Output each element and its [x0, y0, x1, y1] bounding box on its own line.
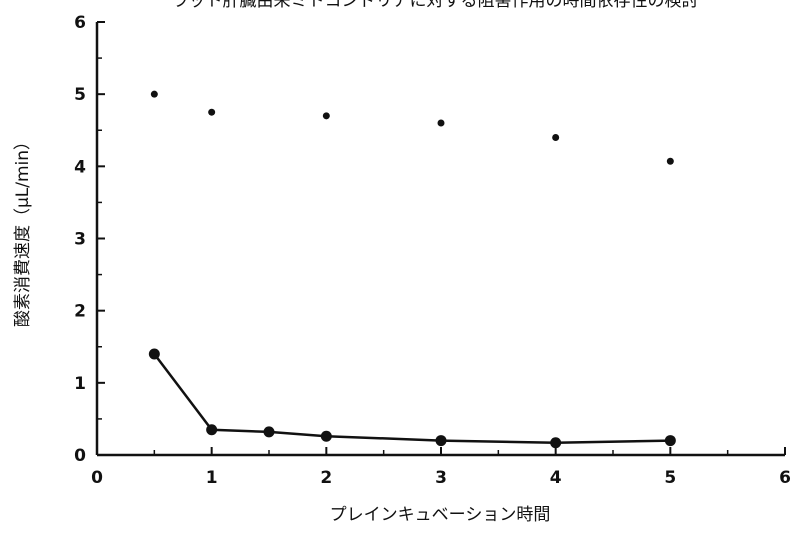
marks [148, 90, 676, 449]
x-tick-label: 3 [435, 468, 447, 488]
y-tick-label: 4 [74, 157, 86, 177]
x-tick-label: 4 [550, 468, 562, 488]
ticks: 0 1 2 3 4 5 6 0 1 2 3 4 5 6 [74, 13, 791, 488]
y-tick-label: 6 [74, 13, 86, 33]
data-point [150, 90, 158, 98]
y-tick-label: 5 [74, 85, 86, 105]
data-point [664, 435, 676, 447]
data-point [322, 112, 330, 120]
x-tick-label: 0 [91, 468, 103, 488]
chart-title: ラット肝臓由来ミトコンドリアに対する阻害作用の時間依存性の検討 [172, 0, 699, 11]
data-point [208, 108, 216, 116]
data-point [666, 157, 674, 165]
axes [95, 22, 785, 457]
series-line [153, 353, 671, 444]
data-point [263, 426, 275, 438]
x-tick-label: 2 [320, 468, 332, 488]
x-tick-label: 5 [664, 468, 676, 488]
data-point [552, 133, 560, 141]
data-point [550, 437, 562, 449]
data-point [148, 348, 160, 360]
data-point [435, 435, 447, 447]
y-axis-title: 酸素消費速度（μL/min） [13, 133, 33, 327]
data-point [206, 424, 218, 436]
y-tick-label: 0 [74, 446, 86, 466]
y-tick-label: 1 [74, 374, 86, 394]
data-point [320, 430, 332, 442]
x-axis-title: プレインキュベーション時間 [330, 505, 551, 525]
y-tick-label: 3 [74, 230, 86, 250]
data-point [437, 119, 445, 127]
y-tick-label: 2 [74, 302, 86, 322]
x-tick-label: 1 [206, 468, 218, 488]
x-tick-label: 6 [779, 468, 791, 488]
